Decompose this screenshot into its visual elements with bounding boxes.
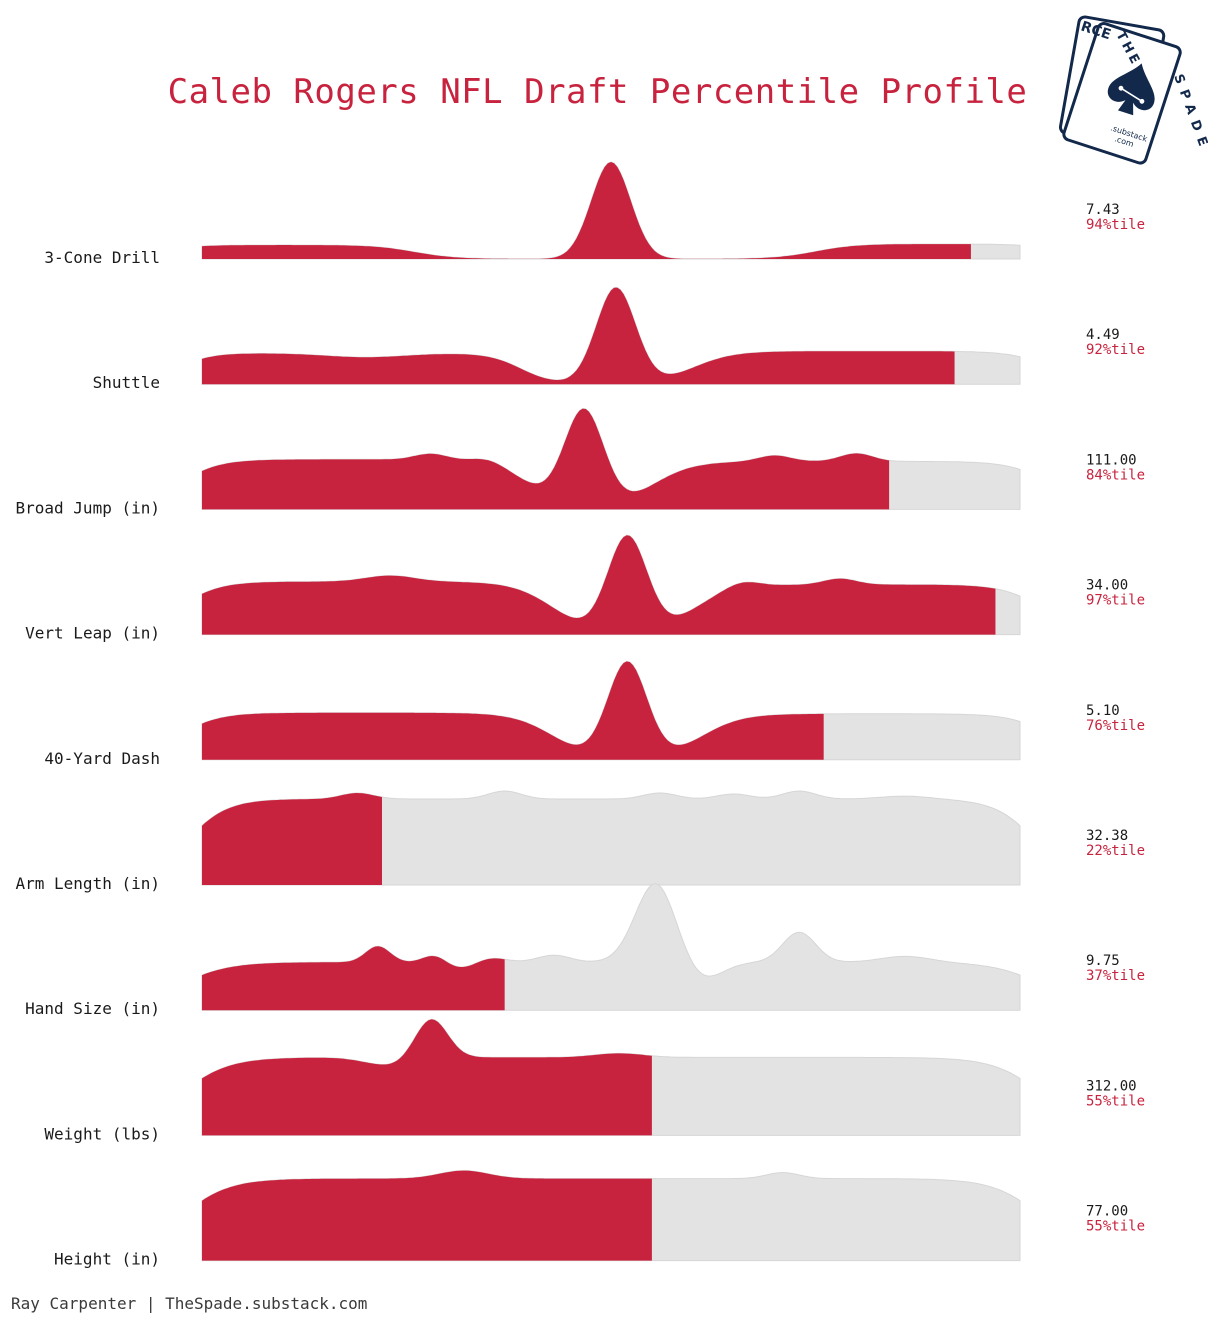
- percentile-label: 55%tile: [1086, 1093, 1145, 1109]
- row-label: Height (in): [54, 1250, 160, 1269]
- percentile-fill-area: [202, 287, 955, 385]
- percentile-label: 92%tile: [1086, 342, 1145, 358]
- percentile-fill-area: [202, 793, 382, 885]
- measurement-value: 9.75: [1086, 953, 1120, 969]
- measurement-value: 4.49: [1086, 327, 1120, 343]
- percentile-fill-area: [202, 661, 824, 760]
- percentile-label: 37%tile: [1086, 968, 1145, 984]
- percentile-fill-area: [202, 946, 505, 1011]
- row-label: 40-Yard Dash: [44, 749, 160, 768]
- the-spade-logo: RCE THE SPADE .substack .com: [1058, 15, 1208, 165]
- percentile-fill-area: [202, 1019, 652, 1136]
- measurement-value: 34.00: [1086, 578, 1128, 594]
- row-label: Broad Jump (in): [16, 498, 161, 517]
- measurement-value: 312.00: [1086, 1078, 1137, 1094]
- row-label: Shuttle: [93, 373, 160, 392]
- measurement-value: 32.38: [1086, 828, 1128, 844]
- chart-title: Caleb Rogers NFL Draft Percentile Profil…: [167, 72, 1028, 112]
- row-label: Arm Length (in): [16, 874, 161, 893]
- measurement-value: 5.10: [1086, 703, 1120, 719]
- row-label: Weight (lbs): [44, 1124, 160, 1143]
- row-label: 3-Cone Drill: [44, 248, 160, 267]
- percentile-label: 76%tile: [1086, 718, 1145, 734]
- footer-credit: Ray Carpenter | TheSpade.substack.com: [11, 1294, 368, 1313]
- row-label: Vert Leap (in): [25, 624, 160, 643]
- row-label: Hand Size (in): [25, 999, 160, 1018]
- measurement-value: 7.43: [1086, 202, 1120, 218]
- percentile-fill-area: [202, 1170, 652, 1261]
- percentile-fill-area: [202, 408, 890, 510]
- logo-right-word: SPADE: [1170, 72, 1208, 155]
- percentile-label: 22%tile: [1086, 843, 1145, 859]
- measurement-value: 111.00: [1086, 452, 1137, 468]
- percentile-label: 97%tile: [1086, 593, 1145, 609]
- percentile-label: 84%tile: [1086, 467, 1145, 483]
- percentile-fill-area: [202, 535, 996, 635]
- percentile-label: 55%tile: [1086, 1219, 1145, 1235]
- percentile-label: 94%tile: [1086, 217, 1145, 233]
- distribution-area: [201, 790, 1021, 886]
- percentile-fill-area: [202, 162, 971, 259]
- spade-icon: [1107, 63, 1155, 116]
- measurement-value: 77.00: [1086, 1204, 1128, 1220]
